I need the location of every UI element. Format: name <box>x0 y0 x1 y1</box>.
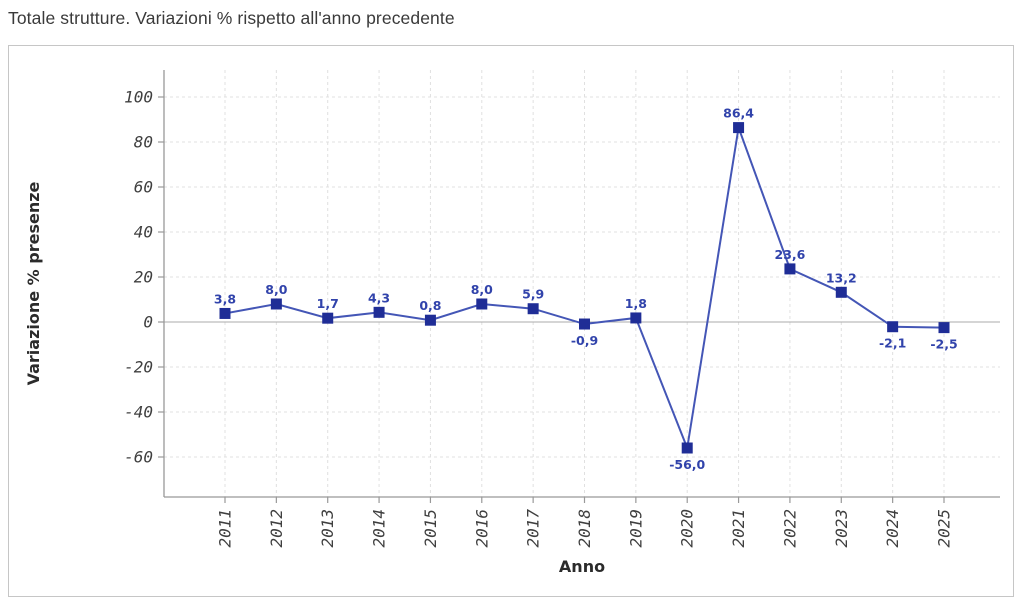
data-point-2025 <box>938 322 950 334</box>
y-tick-label--60: -60 <box>124 448 153 467</box>
data-label-2016: 8,0 <box>471 282 493 297</box>
x-tick-label-2025: 2025 <box>935 509 954 548</box>
data-label-2021: 86,4 <box>723 106 754 121</box>
data-label-2012: 8,0 <box>265 282 287 297</box>
data-label-2025: -2,5 <box>930 337 957 352</box>
x-tick-label-2016: 2016 <box>472 509 491 548</box>
data-label-2017: 5,9 <box>522 287 544 302</box>
data-label-2015: 0,8 <box>419 298 441 313</box>
data-point-2021 <box>733 122 745 134</box>
data-point-2014 <box>373 306 385 318</box>
data-label-2019: 1,8 <box>625 296 647 311</box>
x-tick-label-2014: 2014 <box>370 509 389 548</box>
x-tick-label-2017: 2017 <box>524 509 543 548</box>
data-point-2024 <box>887 321 899 333</box>
data-point-2012 <box>270 298 282 310</box>
x-tick-label-2013: 2013 <box>318 509 337 548</box>
y-tick-label-80: 80 <box>134 133 153 152</box>
data-label-2018: -0,9 <box>571 333 598 348</box>
y-tick-label--40: -40 <box>124 403 153 422</box>
data-point-2015 <box>424 314 436 326</box>
y-tick-label-20: 20 <box>134 268 153 287</box>
x-tick-label-2022: 2022 <box>780 509 799 548</box>
y-tick-label-100: 100 <box>124 88 153 107</box>
data-point-2018 <box>579 318 590 330</box>
chart-container: 100 80 60 40 20 0 -20 -40 -60 2011 2012 2013 2014 201… <box>8 45 1014 597</box>
x-tick-label-2015: 2015 <box>421 509 440 548</box>
x-axis-title: Anno <box>559 557 605 576</box>
y-tick-label-60: 60 <box>134 178 153 197</box>
data-label-2022: 23,6 <box>775 247 806 262</box>
data-label-2020: -56,0 <box>669 457 705 472</box>
data-label-2014: 4,3 <box>368 290 390 305</box>
data-point-2016 <box>476 298 488 310</box>
x-tick-label-2018: 2018 <box>575 509 594 548</box>
chart-title: Totale strutture. Variazioni % rispetto … <box>8 8 455 28</box>
data-label-2013: 1,7 <box>317 296 339 311</box>
line-chart: 100 80 60 40 20 0 -20 -40 -60 2011 2012 2013 2014 201… <box>24 70 1000 576</box>
y-tick-label-0: 0 <box>143 313 153 332</box>
data-point-2013 <box>322 312 334 324</box>
y-tick-label--20: -20 <box>124 358 153 377</box>
data-label-2024: -2,1 <box>879 336 906 351</box>
data-point-2020 <box>681 442 693 454</box>
y-axis-title: Variazione % presenze <box>24 181 43 385</box>
data-point-2019 <box>630 312 642 324</box>
x-tick-label-2019: 2019 <box>626 509 645 548</box>
x-tick-label-2023: 2023 <box>832 509 851 548</box>
x-tick-label-2012: 2012 <box>267 509 286 548</box>
x-tick-label-2020: 2020 <box>678 509 697 548</box>
y-tick-label-40: 40 <box>134 223 153 242</box>
data-point-2011 <box>219 307 231 319</box>
data-label-2011: 3,8 <box>214 291 236 306</box>
data-point-2023 <box>835 286 847 298</box>
x-tick-label-2011: 2011 <box>216 509 235 548</box>
data-label-2023: 13,2 <box>826 270 857 285</box>
data-point-2022 <box>784 263 796 275</box>
x-tick-label-2024: 2024 <box>883 509 902 548</box>
x-tick-label-2021: 2021 <box>729 509 748 548</box>
data-point-2017 <box>527 303 539 315</box>
